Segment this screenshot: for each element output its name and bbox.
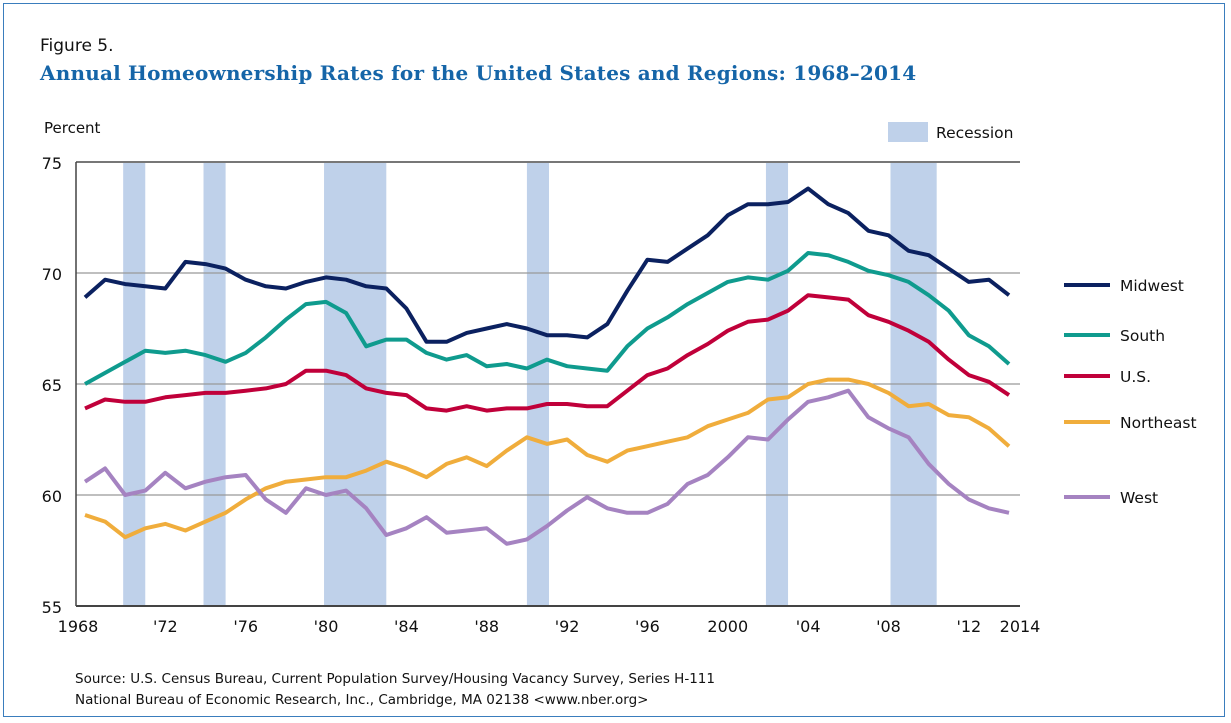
- y-tick-label: 60: [42, 487, 62, 506]
- series-line-northeast: [84, 377, 1011, 540]
- legend-label-northeast: Northeast: [1120, 414, 1197, 432]
- x-tick-label: '12: [956, 617, 981, 636]
- figure-frame: [3, 3, 1225, 717]
- x-tick-label: '96: [635, 617, 660, 636]
- series-line-midwest: [83, 186, 1011, 344]
- source-line-2: National Bureau of Economic Research, In…: [75, 692, 649, 708]
- legend-label-midwest: Midwest: [1120, 277, 1184, 295]
- recession-legend-swatch: [888, 122, 928, 142]
- x-tick-label: '80: [314, 617, 339, 636]
- source-line-1: Source: U.S. Census Bureau, Current Popu…: [75, 671, 715, 687]
- legend-label-west: West: [1120, 489, 1158, 507]
- x-tick-label: '72: [153, 617, 178, 636]
- x-tick-label: 1968: [58, 617, 99, 636]
- y-tick-label: 55: [42, 598, 62, 617]
- x-tick-label: '88: [474, 617, 499, 636]
- x-tick-label: '04: [796, 617, 821, 636]
- x-tick-label: '08: [876, 617, 901, 636]
- recession-legend-label: Recession: [936, 124, 1013, 142]
- legend-label-south: South: [1120, 327, 1165, 345]
- x-tick-label: '76: [233, 617, 258, 636]
- series-line-south: [84, 251, 1011, 386]
- series-line-us: [84, 293, 1011, 413]
- series-line-west: [83, 388, 1010, 546]
- legend: Midwest South U.S. Northeast West: [1064, 277, 1197, 507]
- figure-label: Figure 5.: [40, 36, 114, 56]
- y-tick-label: 75: [42, 154, 62, 173]
- source-note: Source: U.S. Census Bureau, Current Popu…: [75, 669, 715, 711]
- axes: [75, 162, 1020, 607]
- y-tick-label: 65: [42, 376, 62, 395]
- recession-legend: Recession: [888, 122, 1013, 142]
- legend-label-us: U.S.: [1120, 368, 1151, 386]
- chart-title: Annual Homeownership Rates for the Unite…: [40, 61, 917, 85]
- series-lines: [83, 186, 1011, 546]
- x-tick-label: '84: [394, 617, 419, 636]
- x-tick-label: 2014: [1000, 617, 1041, 636]
- x-tick-label: '92: [555, 617, 580, 636]
- y-axis-label: Percent: [44, 119, 101, 137]
- gridlines: [76, 161, 1020, 496]
- x-tick-labels: 1968 '72 '76 '80 '84 '88 '92 '96 2000 '04 '08 '12 20…: [58, 617, 1041, 636]
- y-tick-label: 70: [42, 265, 62, 284]
- y-tick-labels: 55 60 65 70 75: [42, 154, 62, 617]
- x-tick-label: 2000: [707, 617, 748, 636]
